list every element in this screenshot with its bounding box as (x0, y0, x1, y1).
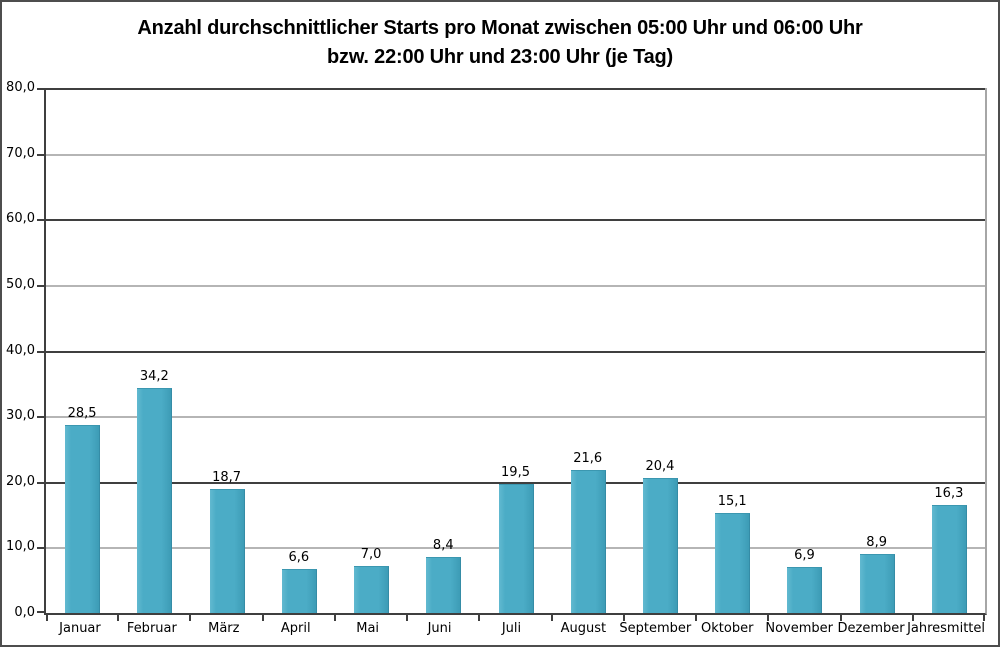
y-axis-label-10: 10,0 (6, 539, 35, 555)
bar-value-label-august: 21,6 (573, 451, 603, 467)
x-axis-label-september: September (619, 621, 692, 636)
gridline-20 (46, 481, 985, 484)
y-axis-label-40: 40,0 (6, 342, 35, 358)
bar-juli (498, 484, 534, 613)
bar-dezember (859, 553, 895, 613)
bar-value-label-september: 20,4 (645, 459, 675, 475)
x-axis-tick-6 (478, 615, 480, 621)
y-axis-tick-0 (37, 611, 44, 613)
y-axis-label-30: 30,0 (6, 408, 35, 424)
y-axis-tick-70 (37, 153, 44, 156)
x-axis-label-märz: März (208, 621, 240, 636)
gridline-80 (46, 88, 985, 90)
bar-oktober (715, 512, 751, 613)
bar-januar (65, 424, 101, 613)
x-axis-label-juli: Juli (501, 621, 522, 636)
y-axis-label-60: 60,0 (6, 211, 35, 227)
y-axis-tick-20 (37, 481, 44, 484)
bar-value-label-april: 6,6 (288, 549, 310, 565)
bar-value-label-oktober: 15,1 (717, 493, 747, 509)
x-axis-label-oktober: Oktober (701, 621, 754, 636)
x-axis-tick-2 (189, 615, 191, 621)
plot-area: 28,5 34,2 18,7 6,6 7,0 8,4 19,5 21,6 20,4 15,1 6,9… (37, 88, 987, 621)
x-axis-tick-7 (551, 615, 553, 621)
x-axis-label-juni: Juni (427, 621, 452, 636)
x-axis-label-november: November (765, 621, 833, 636)
x-axis-label-mai: Mai (356, 621, 380, 636)
x-axis-tick-1 (117, 615, 119, 621)
x-axis-tick-5 (406, 615, 408, 621)
gridline-30 (46, 416, 985, 419)
y-axis-tick-10 (37, 547, 44, 550)
y-axis-label-0: 0,0 (14, 605, 35, 620)
y-axis-tick-30 (37, 416, 44, 419)
y-axis-tick-40 (37, 350, 44, 353)
x-axis-label-januar: Januar (59, 621, 101, 636)
gridline-60 (46, 219, 985, 222)
x-axis-label-jahresmittel: Jahresmittel (907, 621, 986, 636)
bar-value-label-juli: 19,5 (501, 465, 530, 481)
y-axis-labels: 0,0 10,0 20,0 30,0 40,0 50,0 60,0 70,0 80,0 (2, 80, 35, 620)
bar-value-label-märz: 18,7 (212, 470, 242, 486)
x-axis-tick-12 (912, 615, 914, 621)
y-axis-label-70: 70,0 (6, 145, 35, 161)
y-axis-tick-50 (37, 284, 44, 287)
x-axis-tick-0 (46, 615, 48, 621)
gridline-70 (46, 153, 985, 156)
bar-value-label-mai: 7,0 (360, 547, 382, 563)
bar-februar (137, 387, 173, 613)
bar-value-label-november: 6,9 (794, 547, 815, 563)
bar-november (787, 566, 823, 613)
x-axis-label-august: August (560, 621, 607, 636)
y-axis-tick-80 (37, 88, 44, 90)
gridline-40 (46, 350, 985, 353)
chart-title-line-1: Anzahl durchschnittlicher Starts pro Mon… (137, 17, 863, 39)
x-axis-tick-4 (334, 615, 336, 621)
y-axis-tick-60 (37, 219, 44, 222)
bar-value-label-februar: 34,2 (139, 368, 169, 384)
bar-value-label-jahresmittel: 16,3 (934, 486, 964, 502)
x-axis-labels: Januar Februar März April Mai Juni Juli August S… (44, 621, 985, 636)
chart-title-line-2: bzw. 22:00 Uhr und 23:00 Uhr (je Tag) (327, 46, 673, 68)
bar-april (281, 568, 317, 613)
bar-juni (426, 556, 462, 613)
bar-september (642, 478, 678, 613)
x-axis-tick-11 (840, 615, 842, 621)
chart-title: Anzahl durchschnittlicher Starts pro Mon… (2, 14, 998, 72)
gridline-50 (46, 284, 985, 287)
bar-august (570, 470, 606, 613)
x-axis-label-februar: Februar (126, 621, 177, 636)
x-axis-label-dezember: Dezember (837, 621, 905, 636)
bar-jahresmittel (931, 505, 967, 613)
y-axis-label-50: 50,0 (6, 276, 35, 292)
x-axis-tick-8 (623, 615, 625, 621)
y-axis-label-20: 20,0 (6, 473, 35, 489)
x-axis-label-april: April (280, 621, 311, 636)
bar-value-label-dezember: 8,9 (866, 534, 887, 550)
x-axis-tick-3 (262, 615, 264, 621)
bar-value-label-juni: 8,4 (432, 537, 454, 553)
x-axis-tick-13 (983, 615, 985, 621)
x-axis-tick-10 (767, 615, 769, 621)
bar-mai (354, 566, 390, 613)
y-axis-label-80: 80,0 (6, 80, 35, 95)
bar-märz (209, 489, 245, 613)
x-axis-tick-9 (695, 615, 697, 621)
bar-value-label-januar: 28,5 (67, 405, 97, 421)
